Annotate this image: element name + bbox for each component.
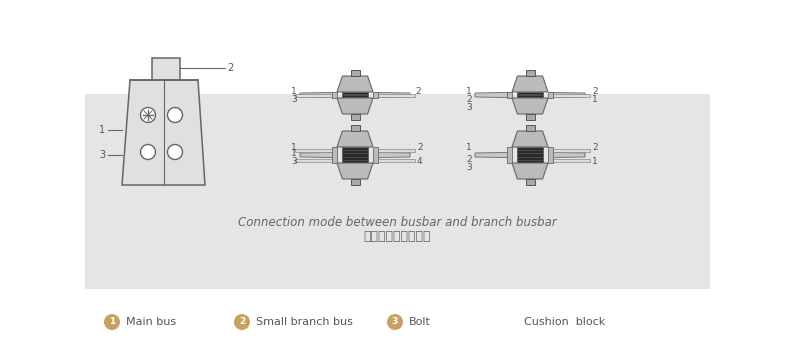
- Text: 4: 4: [417, 158, 423, 166]
- Polygon shape: [376, 94, 415, 97]
- Polygon shape: [512, 76, 548, 92]
- Polygon shape: [300, 93, 334, 97]
- Polygon shape: [475, 152, 509, 158]
- Text: 2: 2: [592, 143, 598, 152]
- Polygon shape: [551, 149, 590, 151]
- Polygon shape: [376, 149, 415, 151]
- Polygon shape: [548, 147, 553, 163]
- Bar: [526, 179, 534, 185]
- Bar: [351, 125, 359, 131]
- Polygon shape: [337, 98, 373, 114]
- Text: 1: 1: [109, 318, 115, 326]
- Bar: [152, 58, 180, 80]
- Circle shape: [104, 314, 120, 330]
- Bar: [351, 179, 359, 185]
- Text: 1: 1: [99, 125, 105, 135]
- Text: 2: 2: [592, 86, 598, 96]
- Polygon shape: [507, 147, 512, 163]
- Bar: [342, 147, 368, 163]
- Polygon shape: [512, 131, 548, 147]
- Text: 2: 2: [417, 143, 423, 152]
- Text: 3: 3: [466, 103, 472, 111]
- Text: 1: 1: [592, 96, 598, 105]
- Polygon shape: [300, 152, 334, 158]
- Text: 2: 2: [227, 63, 233, 73]
- Circle shape: [167, 107, 182, 122]
- Bar: [351, 114, 359, 120]
- Polygon shape: [337, 163, 373, 179]
- Text: Connection mode between busbar and branch busbar: Connection mode between busbar and branc…: [238, 215, 557, 228]
- Polygon shape: [332, 147, 337, 163]
- Circle shape: [234, 314, 250, 330]
- Circle shape: [387, 314, 403, 330]
- Text: Main bus: Main bus: [126, 317, 176, 327]
- Polygon shape: [376, 152, 410, 158]
- Polygon shape: [548, 92, 553, 98]
- Text: 3: 3: [99, 150, 105, 160]
- Bar: [85, 94, 710, 289]
- Polygon shape: [551, 94, 590, 97]
- Text: 2: 2: [415, 86, 420, 96]
- Text: 3: 3: [466, 162, 472, 172]
- Text: Small branch bus: Small branch bus: [256, 317, 353, 327]
- Bar: [517, 92, 543, 98]
- Text: 1: 1: [291, 150, 297, 159]
- Text: 3: 3: [392, 318, 398, 326]
- Polygon shape: [337, 131, 373, 147]
- Bar: [351, 70, 359, 76]
- Bar: [526, 114, 534, 120]
- Text: 母线与支母线连形式: 母线与支母线连形式: [363, 229, 431, 243]
- Polygon shape: [551, 159, 590, 161]
- Polygon shape: [337, 76, 373, 92]
- Polygon shape: [376, 159, 415, 161]
- Polygon shape: [512, 163, 548, 179]
- Text: 2: 2: [466, 96, 472, 105]
- Polygon shape: [475, 93, 509, 97]
- Polygon shape: [376, 93, 410, 97]
- Text: 3: 3: [291, 158, 297, 166]
- Text: 3: 3: [291, 95, 297, 104]
- Bar: [342, 92, 368, 98]
- Polygon shape: [512, 98, 548, 114]
- Polygon shape: [122, 80, 205, 185]
- Circle shape: [140, 144, 155, 160]
- Polygon shape: [373, 92, 378, 98]
- Text: 1: 1: [592, 158, 598, 166]
- Text: 1: 1: [466, 143, 472, 152]
- Polygon shape: [551, 93, 585, 97]
- Polygon shape: [295, 94, 334, 97]
- Text: Bolt: Bolt: [409, 317, 431, 327]
- Polygon shape: [507, 92, 512, 98]
- Polygon shape: [295, 159, 334, 161]
- Polygon shape: [332, 92, 337, 98]
- Polygon shape: [551, 152, 585, 158]
- Bar: [526, 70, 534, 76]
- Bar: [526, 125, 534, 131]
- Circle shape: [140, 107, 155, 122]
- Text: Cushion  block: Cushion block: [524, 317, 605, 327]
- Polygon shape: [295, 149, 334, 151]
- Text: 1: 1: [291, 86, 297, 96]
- Polygon shape: [373, 147, 378, 163]
- Text: 1: 1: [291, 143, 297, 152]
- Text: 2: 2: [466, 155, 472, 164]
- Circle shape: [167, 144, 182, 160]
- Text: 1: 1: [466, 86, 472, 96]
- Bar: [517, 147, 543, 163]
- Text: 2: 2: [239, 318, 245, 326]
